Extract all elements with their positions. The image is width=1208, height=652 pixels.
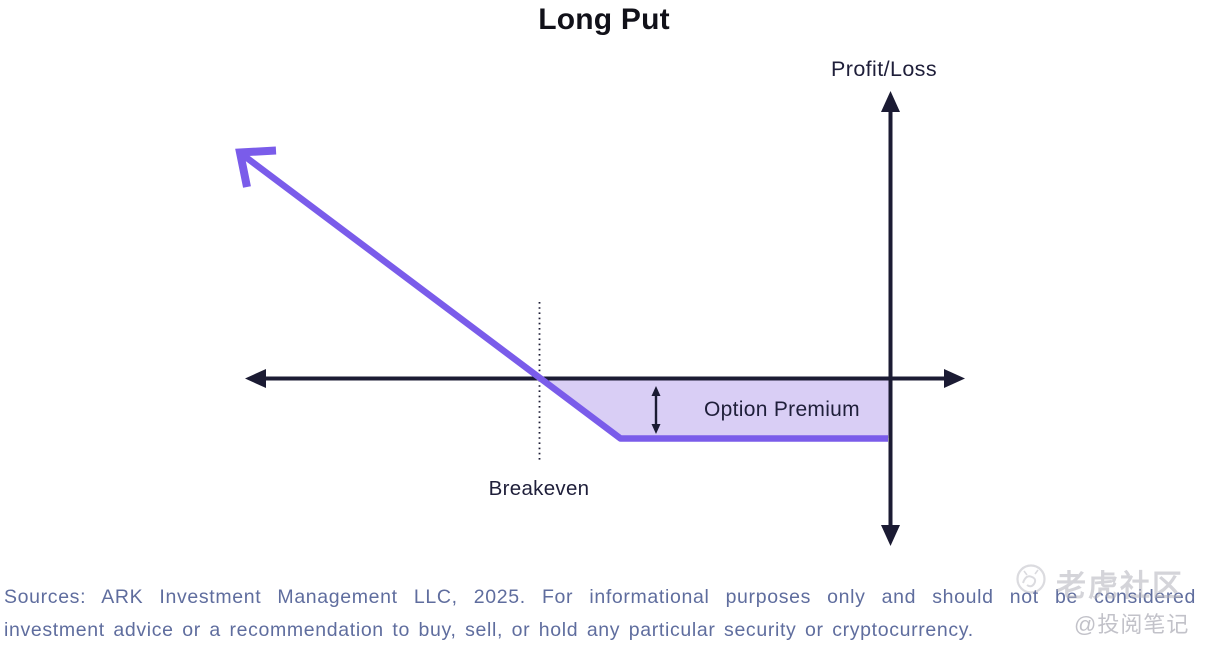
y-axis-top-arrow-icon (881, 91, 900, 112)
x-axis-right-arrow-icon (944, 369, 965, 388)
payoff-line (235, 146, 888, 442)
y-axis (881, 91, 900, 546)
watermark-community-name: 老虎社区 (1056, 570, 1184, 603)
premium-shaded-area (540, 378, 890, 438)
x-axis-left-arrow-icon (245, 369, 266, 388)
tiger-logo-icon (1016, 564, 1046, 594)
option-premium-label: Option Premium (704, 398, 860, 421)
y-axis-bottom-arrow-icon (881, 525, 900, 546)
page-title: Long Put (538, 3, 670, 36)
sources-disclaimer: Sources: ARK Investment Management LLC, … (4, 586, 1196, 641)
y-axis-label: Profit/Loss (831, 57, 937, 81)
payoff-line-arrow-icon (235, 146, 277, 188)
premium-double-arrow-icon (651, 386, 661, 434)
x-axis (245, 369, 965, 388)
watermark-handle: @投阅笔记 (1074, 612, 1190, 637)
breakeven-label: Breakeven (488, 477, 590, 500)
